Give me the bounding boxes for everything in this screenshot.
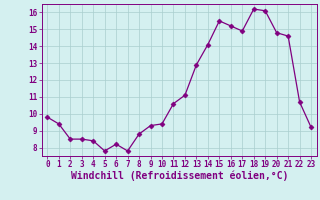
X-axis label: Windchill (Refroidissement éolien,°C): Windchill (Refroidissement éolien,°C) xyxy=(70,171,288,181)
